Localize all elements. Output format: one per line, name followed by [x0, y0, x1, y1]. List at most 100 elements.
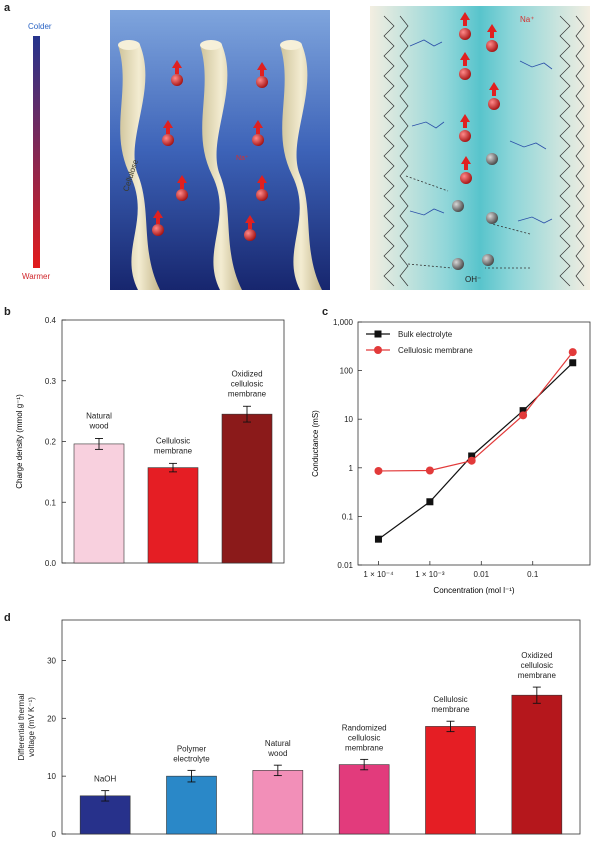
anion	[486, 212, 498, 224]
temperature-gradient-bar	[33, 36, 40, 268]
cellulose-fiber-3-end	[280, 40, 302, 50]
ion-flow-schematic: Cellulose Na⁺	[110, 10, 330, 290]
chart-d-y-axis-label: Differential thermalvoltage (mV K⁻¹)	[17, 693, 36, 760]
chart-b-y-tick-label: 0.2	[45, 438, 57, 447]
conductance-chart: 1 × 10⁻⁴ 1 × 10⁻³ 0.01 0.1 0.01 0.1 1 10 100 1,0…	[311, 318, 591, 595]
cation	[256, 175, 268, 201]
chart-d-error-bar	[446, 720, 455, 733]
chart-c-point-bulk	[374, 535, 382, 543]
cellulose-fiber-2-end	[200, 40, 222, 50]
cellulose-fiber-2	[200, 45, 242, 290]
chart-d-y-axis-label-text: Differential thermalvoltage (mV K⁻¹)	[17, 693, 36, 760]
chart-d-error-bar	[273, 764, 282, 777]
chart-c-y-tick-label: 0.01	[337, 561, 353, 570]
cellulose-fibers	[118, 40, 322, 290]
chart-d-bar-label: Cellulosic membrane	[431, 695, 470, 714]
chart-d-bar-label: Oxidized cellulosic membrane	[518, 651, 557, 680]
anion	[452, 200, 464, 212]
chart-c-legend-marker	[374, 330, 382, 338]
chart-b-y-axis-label: Charge density (mmol g⁻¹)	[15, 394, 24, 489]
cation	[460, 156, 472, 184]
chart-d-error-bar	[532, 686, 541, 704]
chart-c-point-membrane	[568, 348, 577, 357]
chart-d-bar-label: Polymer electrolyte	[173, 744, 210, 763]
chart-d-error-bar	[360, 758, 369, 771]
chart-c-y-tick-label: 1,000	[333, 318, 354, 327]
temperature-legend: Colder Warmer	[18, 22, 78, 282]
chart-d-bar	[511, 694, 563, 835]
chart-d-bar	[338, 764, 390, 835]
panel-a-letter: a	[4, 2, 11, 14]
cellulose-fiber-3	[280, 45, 322, 290]
cation-group	[152, 60, 268, 241]
cation	[244, 215, 256, 241]
chart-d-error-bar	[101, 790, 110, 802]
charge-density-chart: 0.0 0.1 0.2 0.3 0.4 Natural wood Cellulosic mem…	[15, 316, 285, 568]
oxidized-channel-schematic: Na⁺ OH⁻	[370, 6, 590, 290]
chart-d-y-tick-label: 30	[47, 656, 56, 665]
chart-d-error-bar	[187, 769, 196, 783]
chart-c-plot-frame	[357, 321, 591, 566]
chart-b-y-tick-label: 0.0	[45, 559, 57, 568]
chart-d-y-tick-label: 0	[52, 830, 57, 839]
chart-c-y-tick-label: 1	[349, 464, 354, 473]
channel-background	[370, 6, 590, 290]
chart-b-y-tick-label: 0.1	[45, 498, 57, 507]
cellulose-chain-left	[383, 15, 409, 287]
panel-c-letter: c	[322, 306, 329, 318]
chart-c-y-tick-label: 10	[344, 415, 353, 424]
chart-b-y-tick-label: 0.3	[45, 377, 57, 386]
anion	[482, 254, 494, 266]
chart-c-legend-marker	[374, 346, 382, 354]
chart-c-point-membrane	[467, 456, 476, 465]
left-na-label: Na⁺	[236, 155, 249, 162]
chart-d-y-tick-label: 20	[47, 714, 56, 723]
cellulose-chain-right	[559, 15, 585, 287]
chart-d-bar-label: Natural wood	[265, 739, 291, 758]
chart-d-bar	[252, 770, 304, 835]
cation	[459, 114, 471, 142]
legend-colder-label: Colder	[28, 22, 52, 31]
anion-group	[452, 153, 498, 270]
cation	[162, 120, 174, 146]
chart-c-x-tick-label: 1 × 10⁻⁴	[363, 570, 394, 579]
carboxylate-groups	[409, 39, 553, 224]
chart-b-bar	[221, 413, 273, 564]
chart-c-point-membrane	[425, 466, 434, 475]
cation	[488, 82, 500, 110]
cation	[152, 210, 164, 236]
chart-d-bar-label: NaOH	[94, 775, 116, 784]
chart-c-point-membrane	[374, 466, 383, 475]
cellulose-fiber-1-end	[118, 40, 140, 50]
hydrogen-bonds	[405, 175, 531, 269]
panel-d-letter: d	[4, 612, 11, 624]
panel-b-letter: b	[4, 306, 11, 318]
chart-d-bar	[79, 795, 131, 835]
legend-warmer-label: Warmer	[22, 272, 51, 281]
chart-c-x-axis-label: Concentration (mol l⁻¹)	[433, 586, 514, 595]
chart-b-error-bar	[243, 405, 251, 423]
chart-d-bar	[425, 726, 476, 835]
chart-b-bar-label: Cellulosic membrane	[154, 436, 193, 455]
chart-c-point-bulk	[468, 452, 476, 460]
chart-d-bar	[166, 775, 217, 835]
cellulose-fiber-1	[118, 45, 160, 290]
chart-c-x-tick-label: 0.1	[527, 570, 539, 579]
chart-c-point-bulk	[519, 407, 527, 415]
chart-c-legend-label: Bulk electrolyte	[398, 330, 453, 339]
chart-c-y-tick-label: 0.1	[342, 512, 354, 521]
cation	[459, 12, 471, 40]
cation	[252, 120, 264, 146]
chart-c-legend-label: Cellulosic membrane	[398, 346, 473, 355]
cation	[171, 60, 183, 86]
right-oh-label: OH⁻	[465, 275, 481, 284]
anion	[486, 153, 498, 165]
chart-b-y-tick-label: 0.4	[45, 316, 57, 325]
chart-c-x-tick-label: 0.01	[474, 570, 490, 579]
chart-c-point-bulk	[569, 359, 577, 367]
chart-c-point-bulk	[426, 498, 434, 506]
chart-b-bar-label: Oxidized cellulosic membrane	[228, 369, 267, 398]
chart-b-bar	[147, 467, 199, 564]
chart-d-bar-label: Randomized cellulosic membrane	[342, 723, 387, 752]
chart-d-plot-frame	[61, 619, 581, 835]
